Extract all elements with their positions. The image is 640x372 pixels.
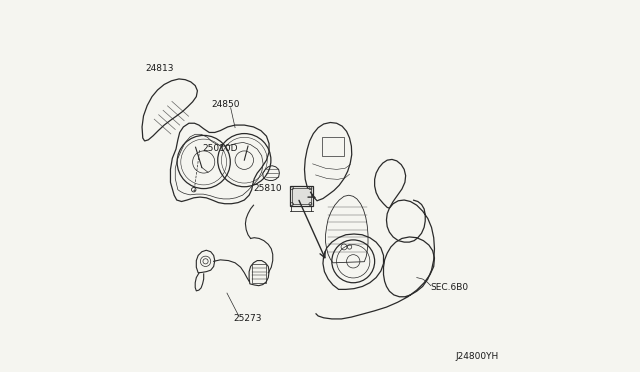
Bar: [252, 264, 266, 283]
Text: 25273: 25273: [234, 314, 262, 323]
Text: SEC.6B0: SEC.6B0: [431, 283, 469, 292]
Text: 24813: 24813: [145, 64, 173, 73]
Text: J24800YH: J24800YH: [456, 352, 499, 361]
Text: 25010D: 25010D: [203, 144, 238, 153]
Bar: [290, 186, 312, 206]
Text: 25810: 25810: [253, 184, 282, 193]
Text: 24850: 24850: [212, 100, 240, 109]
Bar: [322, 137, 344, 156]
Bar: [292, 188, 311, 204]
